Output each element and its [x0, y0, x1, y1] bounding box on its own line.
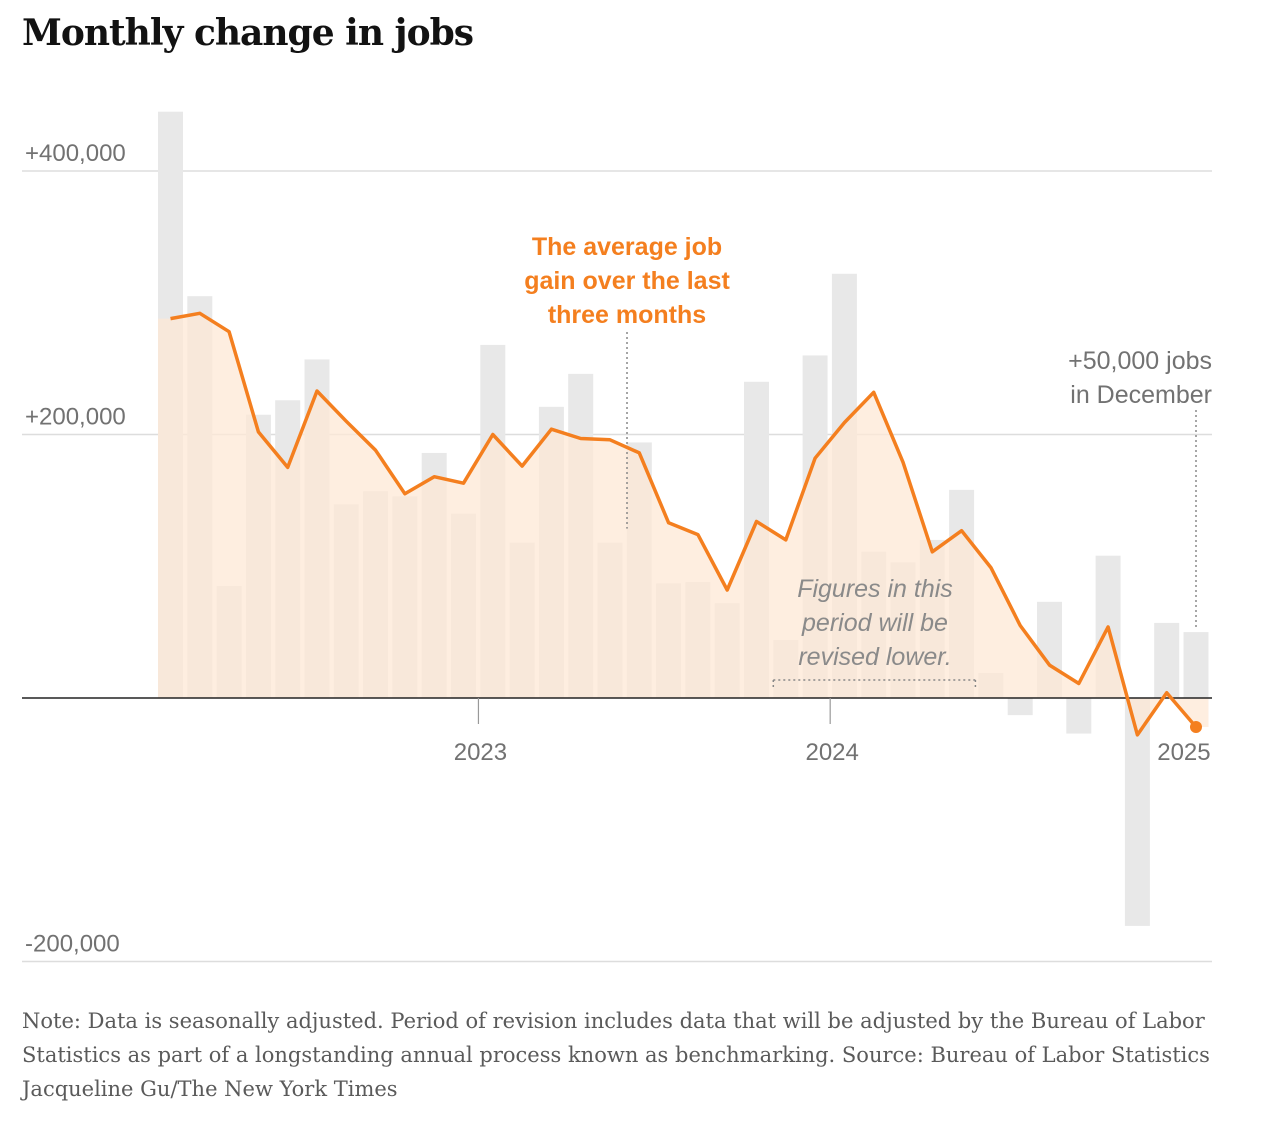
- x-tick-label: 2025: [1157, 739, 1210, 766]
- revision-annotation: period will be: [801, 609, 948, 637]
- december-annotation: +50,000 jobs: [1068, 347, 1212, 375]
- bar: [1066, 698, 1092, 734]
- december-annotation: in December: [1070, 381, 1212, 409]
- last-point-marker: [1190, 720, 1202, 733]
- revision-annotation: Figures in this: [797, 575, 953, 603]
- x-tick-label: 2023: [454, 739, 507, 766]
- y-axis: +400,000 +200,000 -200,000: [25, 140, 126, 958]
- bar: [1183, 632, 1209, 698]
- revision-annotation: revised lower.: [798, 643, 951, 671]
- x-tick-label: 2024: [805, 739, 858, 766]
- bar: [1154, 622, 1180, 698]
- job-chart: 2023 2024 2025 +400,000 +200,000 -200,000 Th…: [22, 111, 1212, 963]
- chart-title: Monthly change in jobs: [22, 12, 474, 54]
- annotations: The average job gain over the last three m…: [524, 233, 1212, 688]
- average-area: [158, 313, 1209, 735]
- chart-note: Note: Data is seasonally adjusted. Perio…: [22, 1009, 1210, 1101]
- average-annotation: The average job: [532, 233, 722, 261]
- y-tick-label: +200,000: [25, 404, 126, 431]
- y-tick-label: -200,000: [25, 931, 120, 958]
- bar: [1007, 698, 1033, 716]
- average-annotation: three months: [548, 301, 706, 329]
- average-line: [170, 311, 1198, 737]
- x-axis: 2023 2024 2025: [454, 698, 1211, 766]
- y-tick-label: +400,000: [25, 140, 126, 167]
- average-annotation: gain over the last: [524, 267, 730, 295]
